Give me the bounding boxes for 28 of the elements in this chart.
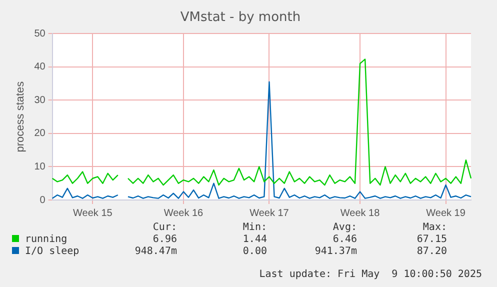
text: Avg: [332, 221, 357, 233]
legend-label: I/O sleep [24, 245, 80, 257]
y-tick-label: 50 [34, 28, 46, 40]
text: 87.20 [416, 245, 447, 257]
y-tick-label: 30 [34, 94, 46, 106]
text: Last update: Fri May 9 10:00:50 2025 [259, 269, 482, 280]
legend-label: running [24, 233, 68, 245]
text: 941.37m [314, 245, 357, 257]
x-tick-label: Week 15 [73, 208, 113, 219]
text: 67.15 [416, 233, 447, 245]
x-tick-label: Week 17 [250, 208, 290, 219]
text: Min: [242, 221, 267, 233]
x-tick-label: Week 18 [340, 208, 380, 219]
text: Max: [422, 221, 447, 233]
text: 6.96 [152, 233, 177, 245]
y-tick-label: 40 [34, 62, 46, 73]
y-tick-label: 0 [40, 194, 46, 206]
text: 6.46 [332, 233, 357, 245]
x-tick-label: Week 16 [164, 208, 204, 219]
text: 948.47m [134, 245, 177, 257]
text: 0.00 [242, 245, 267, 257]
x-tick-label: Week 19 [426, 208, 466, 219]
y-axis-title: process states [14, 80, 27, 152]
text: Cur: [152, 221, 177, 233]
chart-title: VMstat - by month [180, 10, 301, 26]
text: 1.44 [242, 233, 267, 245]
y-tick-label: 10 [34, 161, 46, 172]
y-tick-label: 20 [34, 128, 46, 140]
